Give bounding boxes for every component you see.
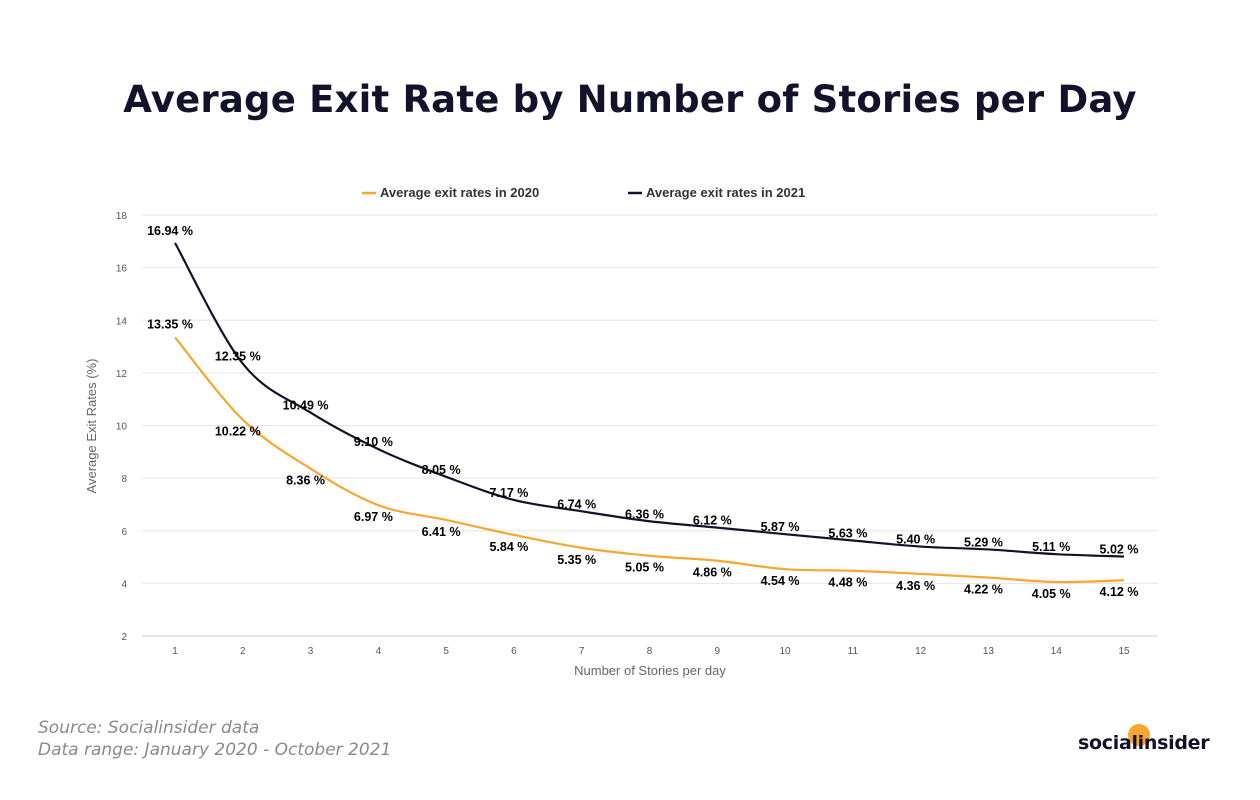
- x-tick-label: 8: [647, 646, 653, 657]
- data-label: 4.86 %: [693, 566, 732, 580]
- data-label: 7.17 %: [489, 486, 528, 500]
- logo-text: socialinsider: [1078, 732, 1210, 754]
- x-tick-label: 13: [983, 646, 995, 657]
- x-tick-label: 2: [240, 646, 246, 657]
- data-label: 6.12 %: [693, 514, 732, 528]
- data-label: 5.02 %: [1100, 543, 1139, 557]
- y-tick-label: 10: [116, 422, 128, 433]
- data-label: 16.94 %: [147, 224, 193, 238]
- data-label: 5.35 %: [557, 553, 596, 567]
- data-label: 13.35 %: [147, 317, 193, 331]
- data-label: 5.05 %: [625, 561, 664, 575]
- x-tick-label: 3: [308, 646, 314, 657]
- data-label: 4.54 %: [761, 574, 800, 588]
- x-tick-label: 12: [915, 646, 927, 657]
- y-axis-label: Average Exit Rates (%): [84, 359, 99, 494]
- logo-dot-icon: [1128, 724, 1150, 746]
- y-tick-label: 8: [121, 474, 127, 485]
- y-tick-label: 14: [116, 316, 128, 327]
- data-label: 8.36 %: [286, 474, 325, 488]
- data-label: 4.36 %: [896, 579, 935, 593]
- data-label: 6.74 %: [557, 497, 596, 511]
- x-tick-label: 11: [848, 646, 859, 657]
- data-label: 12.35 %: [215, 350, 261, 364]
- y-tick-label: 6: [121, 527, 127, 538]
- data-label: 6.41 %: [422, 525, 461, 539]
- series-line-2020: [174, 336, 1125, 584]
- data-label: 4.22 %: [964, 583, 1003, 597]
- data-label: 5.84 %: [489, 540, 528, 554]
- x-tick-label: 15: [1118, 646, 1130, 657]
- x-axis-label: Number of Stories per day: [574, 663, 726, 678]
- data-label: 5.40 %: [896, 533, 935, 547]
- y-tick-label: 2: [121, 632, 127, 643]
- legend-label: Average exit rates in 2021: [646, 185, 805, 200]
- x-tick-label: 1: [172, 646, 178, 657]
- x-tick-label: 9: [715, 646, 721, 657]
- source-note: Source: Socialinsider data: [38, 718, 260, 738]
- y-tick-label: 12: [116, 369, 128, 380]
- chart-title: Average Exit Rate by Number of Stories p…: [123, 78, 1137, 121]
- data-label: 4.48 %: [828, 576, 867, 590]
- x-tick-label: 5: [443, 646, 449, 657]
- data-label: 4.05 %: [1032, 587, 1071, 601]
- x-tick-label: 10: [780, 646, 792, 657]
- data-label: 5.63 %: [828, 526, 867, 540]
- data-label: 8.05 %: [422, 463, 461, 477]
- x-tick-label: 7: [579, 646, 585, 657]
- y-tick-label: 4: [121, 579, 127, 590]
- x-tick-label: 14: [1051, 646, 1063, 657]
- y-tick-label: 16: [116, 264, 128, 275]
- data-label: 9.10 %: [354, 435, 393, 449]
- data-label: 6.97 %: [354, 510, 393, 524]
- data-label: 5.87 %: [761, 520, 800, 534]
- data-label: 6.36 %: [625, 507, 664, 521]
- footer: Source: Socialinsider data Data range: J…: [38, 717, 391, 761]
- brand-logo: socialinsider: [1078, 722, 1218, 762]
- data-label: 4.12 %: [1100, 585, 1139, 599]
- legend-label: Average exit rates in 2020: [380, 185, 539, 200]
- date-range-note: Data range: January 2020 - October 2021: [38, 740, 392, 760]
- data-label: 5.11 %: [1032, 540, 1070, 554]
- data-label: 10.22 %: [215, 425, 261, 439]
- data-label: 10.49 %: [283, 399, 329, 413]
- x-tick-label: 6: [511, 646, 517, 657]
- data-label: 5.29 %: [964, 535, 1003, 549]
- y-tick-label: 18: [116, 211, 128, 222]
- x-tick-label: 4: [376, 646, 382, 657]
